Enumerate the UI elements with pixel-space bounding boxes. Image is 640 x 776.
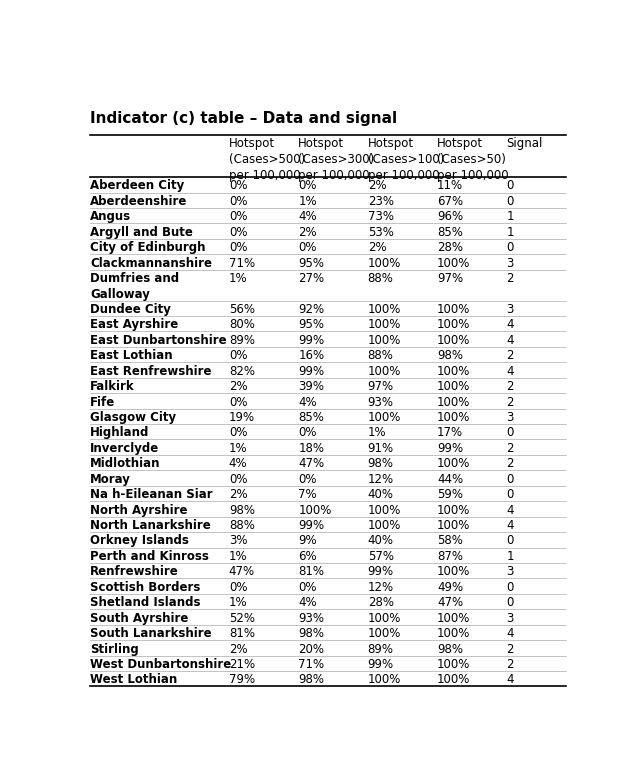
Text: Inverclyde: Inverclyde xyxy=(90,442,159,455)
Text: 0%: 0% xyxy=(298,179,317,192)
Text: Midlothian: Midlothian xyxy=(90,457,161,470)
Text: 2: 2 xyxy=(507,442,514,455)
Text: Hotspot
(Cases>50)
per 100,000: Hotspot (Cases>50) per 100,000 xyxy=(437,137,509,182)
Text: 95%: 95% xyxy=(298,318,324,331)
Text: 4: 4 xyxy=(507,365,514,378)
Text: 81%: 81% xyxy=(229,627,255,640)
Text: 40%: 40% xyxy=(368,535,394,548)
Text: 99%: 99% xyxy=(437,442,463,455)
Text: 88%: 88% xyxy=(368,272,394,285)
Text: 52%: 52% xyxy=(229,611,255,625)
Text: 92%: 92% xyxy=(298,303,324,316)
Text: 2: 2 xyxy=(507,658,514,671)
Text: 100%: 100% xyxy=(437,303,470,316)
Text: 100%: 100% xyxy=(368,519,401,532)
Text: Falkirk: Falkirk xyxy=(90,380,134,393)
Text: 7%: 7% xyxy=(298,488,317,501)
Text: 87%: 87% xyxy=(437,550,463,563)
Text: North Ayrshire: North Ayrshire xyxy=(90,504,188,517)
Text: 100%: 100% xyxy=(368,334,401,347)
Text: 100%: 100% xyxy=(437,411,470,424)
Text: 98%: 98% xyxy=(368,457,394,470)
Text: 100%: 100% xyxy=(368,611,401,625)
Text: 18%: 18% xyxy=(298,442,324,455)
Text: East Ayrshire: East Ayrshire xyxy=(90,318,178,331)
Text: 2: 2 xyxy=(507,396,514,409)
Text: 98%: 98% xyxy=(229,504,255,517)
Text: 2%: 2% xyxy=(368,241,387,255)
Text: 97%: 97% xyxy=(437,272,463,285)
Text: Hotspot
(Cases>300)
per 100,000: Hotspot (Cases>300) per 100,000 xyxy=(298,137,374,182)
Text: 100%: 100% xyxy=(368,627,401,640)
Text: 28%: 28% xyxy=(437,241,463,255)
Text: Hotspot
(Cases>500)
per 100,000: Hotspot (Cases>500) per 100,000 xyxy=(229,137,305,182)
Text: 0: 0 xyxy=(507,195,514,208)
Text: 21%: 21% xyxy=(229,658,255,671)
Text: 100%: 100% xyxy=(437,627,470,640)
Text: 1: 1 xyxy=(507,226,514,239)
Text: 100%: 100% xyxy=(368,318,401,331)
Text: Moray: Moray xyxy=(90,473,131,486)
Text: 100%: 100% xyxy=(437,365,470,378)
Text: Indicator (c) table – Data and signal: Indicator (c) table – Data and signal xyxy=(90,111,397,126)
Text: 0%: 0% xyxy=(229,226,247,239)
Text: 85%: 85% xyxy=(437,226,463,239)
Text: 6%: 6% xyxy=(298,550,317,563)
Text: 47%: 47% xyxy=(298,457,324,470)
Text: 100%: 100% xyxy=(368,257,401,270)
Text: 3: 3 xyxy=(507,611,514,625)
Text: 91%: 91% xyxy=(368,442,394,455)
Text: 0: 0 xyxy=(507,473,514,486)
Text: North Lanarkshire: North Lanarkshire xyxy=(90,519,211,532)
Text: 47%: 47% xyxy=(437,596,463,609)
Text: 16%: 16% xyxy=(298,349,324,362)
Text: 85%: 85% xyxy=(298,411,324,424)
Text: 0: 0 xyxy=(507,179,514,192)
Text: East Renfrewshire: East Renfrewshire xyxy=(90,365,211,378)
Text: 99%: 99% xyxy=(298,334,324,347)
Text: Stirling: Stirling xyxy=(90,643,139,656)
Text: 3: 3 xyxy=(507,257,514,270)
Text: 4: 4 xyxy=(507,519,514,532)
Text: Dundee City: Dundee City xyxy=(90,303,171,316)
Text: 98%: 98% xyxy=(298,627,324,640)
Text: Aberdeenshire: Aberdeenshire xyxy=(90,195,188,208)
Text: 100%: 100% xyxy=(437,519,470,532)
Text: 100%: 100% xyxy=(437,257,470,270)
Text: 100%: 100% xyxy=(437,457,470,470)
Text: 2%: 2% xyxy=(298,226,317,239)
Text: 4%: 4% xyxy=(298,396,317,409)
Text: 4: 4 xyxy=(507,334,514,347)
Text: 4%: 4% xyxy=(298,596,317,609)
Text: 95%: 95% xyxy=(298,257,324,270)
Text: 44%: 44% xyxy=(437,473,463,486)
Text: 89%: 89% xyxy=(229,334,255,347)
Text: 2%: 2% xyxy=(368,179,387,192)
Text: 1%: 1% xyxy=(368,427,387,439)
Text: 20%: 20% xyxy=(298,643,324,656)
Text: Highland: Highland xyxy=(90,427,149,439)
Text: 100%: 100% xyxy=(368,365,401,378)
Text: 0%: 0% xyxy=(298,241,317,255)
Text: 0%: 0% xyxy=(298,427,317,439)
Text: 19%: 19% xyxy=(229,411,255,424)
Text: 0: 0 xyxy=(507,535,514,548)
Text: 88%: 88% xyxy=(229,519,255,532)
Text: 71%: 71% xyxy=(298,658,324,671)
Text: 47%: 47% xyxy=(229,566,255,578)
Text: 0%: 0% xyxy=(229,396,247,409)
Text: Hotspot
(Cases>100)
per 100,000: Hotspot (Cases>100) per 100,000 xyxy=(368,137,444,182)
Text: 0%: 0% xyxy=(229,241,247,255)
Text: 99%: 99% xyxy=(368,566,394,578)
Text: Scottish Borders: Scottish Borders xyxy=(90,580,200,594)
Text: 40%: 40% xyxy=(368,488,394,501)
Text: 80%: 80% xyxy=(229,318,255,331)
Text: 100%: 100% xyxy=(368,504,401,517)
Text: 0: 0 xyxy=(507,427,514,439)
Text: 0: 0 xyxy=(507,488,514,501)
Text: 98%: 98% xyxy=(298,674,324,687)
Text: Signal: Signal xyxy=(507,137,543,150)
Text: 79%: 79% xyxy=(229,674,255,687)
Text: 11%: 11% xyxy=(437,179,463,192)
Text: 17%: 17% xyxy=(437,427,463,439)
